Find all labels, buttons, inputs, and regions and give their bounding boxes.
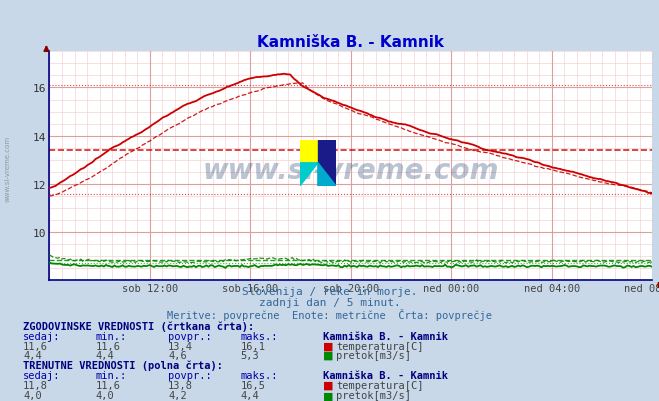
Text: 16,1: 16,1 [241,341,266,351]
Text: 13,4: 13,4 [168,341,193,351]
Text: maks.:: maks.: [241,331,278,341]
Text: 16,5: 16,5 [241,380,266,390]
Text: ■: ■ [323,390,333,400]
Text: 4,0: 4,0 [23,390,42,400]
Text: maks.:: maks.: [241,370,278,380]
Text: www.si-vreme.com: www.si-vreme.com [5,136,11,201]
Polygon shape [318,140,336,186]
Text: TRENUTNE VREDNOSTI (polna črta):: TRENUTNE VREDNOSTI (polna črta): [23,360,223,371]
Text: 4,0: 4,0 [96,390,114,400]
Text: povpr.:: povpr.: [168,331,212,341]
Text: temperatura[C]: temperatura[C] [336,380,424,390]
Text: ■: ■ [323,341,333,351]
Text: ■: ■ [323,350,333,360]
Text: sedaj:: sedaj: [23,370,61,380]
Text: 4,4: 4,4 [96,350,114,360]
Polygon shape [300,140,318,164]
Text: ■: ■ [323,380,333,390]
Text: povpr.:: povpr.: [168,370,212,380]
Text: Slovenija / reke in morje.: Slovenija / reke in morje. [242,287,417,297]
Text: 4,6: 4,6 [168,350,186,360]
Polygon shape [300,164,318,186]
Text: 5,3: 5,3 [241,350,259,360]
Text: 11,8: 11,8 [23,380,48,390]
Text: 11,6: 11,6 [96,380,121,390]
Text: Kamniška B. - Kamnik: Kamniška B. - Kamnik [323,331,448,341]
Polygon shape [318,164,336,186]
Text: temperatura[C]: temperatura[C] [336,341,424,351]
Text: min.:: min.: [96,370,127,380]
Text: Meritve: povprečne  Enote: metrične  Črta: povprečje: Meritve: povprečne Enote: metrične Črta:… [167,308,492,320]
Text: ZGODOVINSKE VREDNOSTI (črtkana črta):: ZGODOVINSKE VREDNOSTI (črtkana črta): [23,321,254,331]
Text: 4,4: 4,4 [23,350,42,360]
Text: pretok[m3/s]: pretok[m3/s] [336,390,411,400]
Text: sedaj:: sedaj: [23,331,61,341]
Text: 4,2: 4,2 [168,390,186,400]
Text: 13,8: 13,8 [168,380,193,390]
Text: Kamniška B. - Kamnik: Kamniška B. - Kamnik [323,370,448,380]
Text: pretok[m3/s]: pretok[m3/s] [336,350,411,360]
Text: 11,6: 11,6 [96,341,121,351]
Text: 4,4: 4,4 [241,390,259,400]
Text: zadnji dan / 5 minut.: zadnji dan / 5 minut. [258,298,401,308]
Title: Kamniška B. - Kamnik: Kamniška B. - Kamnik [258,34,444,50]
Text: min.:: min.: [96,331,127,341]
Text: www.si-vreme.com: www.si-vreme.com [203,157,499,185]
Text: 11,6: 11,6 [23,341,48,351]
